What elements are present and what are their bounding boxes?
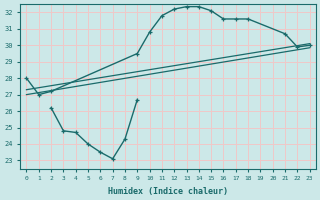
X-axis label: Humidex (Indice chaleur): Humidex (Indice chaleur) (108, 187, 228, 196)
